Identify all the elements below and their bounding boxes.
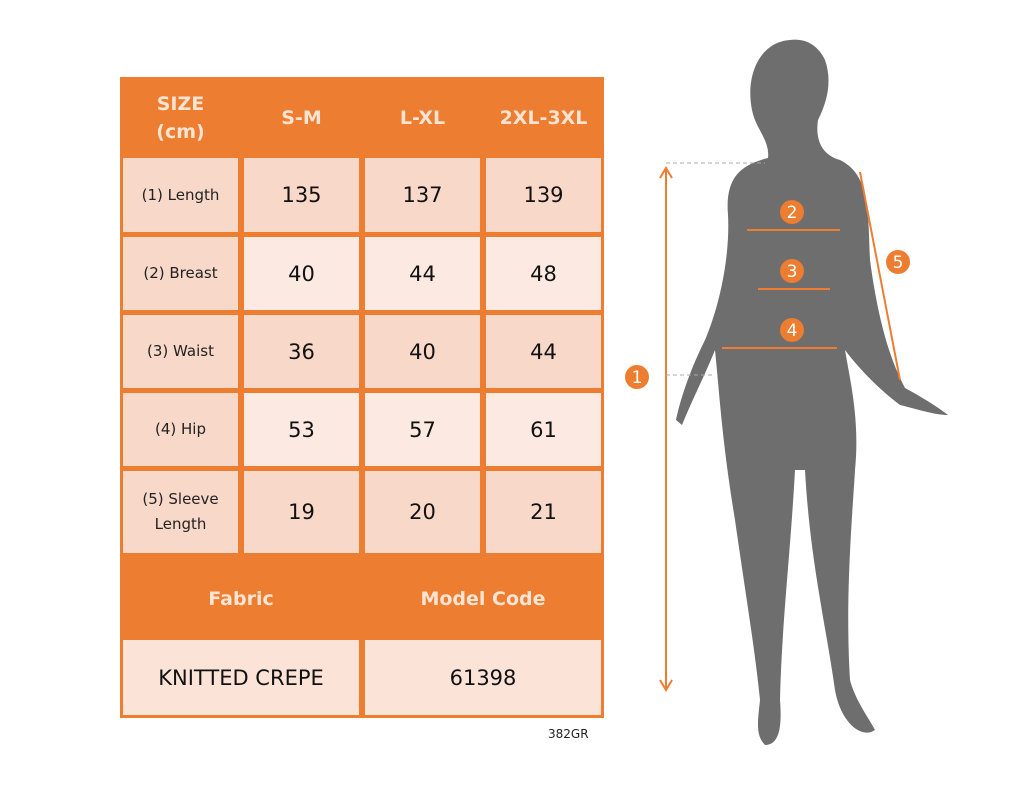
row-value: 139 [486,158,601,232]
row-value: 36 [244,315,359,388]
row-value: 137 [365,158,480,232]
row-label: (1) Length [123,158,238,232]
marker-label: 3 [787,262,798,282]
row-value: 135 [244,158,359,232]
size-chart-table: SIZE (cm) S-M L-XL 2XL-3XL (1) Length 135… [120,77,604,718]
row-value: 44 [365,237,480,310]
row-value: 19 [244,471,359,553]
row-label: (3) Waist [123,315,238,388]
silhouette [676,39,948,745]
marker-label: 4 [787,321,798,341]
row-value: 61 [486,393,601,466]
row-value: 53 [244,393,359,466]
header-2xl-3xl: 2XL-3XL [499,106,588,129]
row-value: 48 [486,237,601,310]
row-value: 57 [365,393,480,466]
marker-3 [780,259,804,283]
fabric-value: KNITTED CREPE [123,640,359,715]
row-label: (4) Hip [123,393,238,466]
row-value: 20 [365,471,480,553]
header-size: SIZE (cm) [156,92,205,143]
row-value: 40 [365,315,480,388]
model-code-header: Model Code [420,588,546,610]
fabric-header: Fabric [208,588,274,610]
row-value: 40 [244,237,359,310]
marker-2 [780,200,804,224]
marker-label: 2 [787,203,798,223]
model-code-value: 61398 [365,640,601,715]
header-s-m: S-M [281,106,322,129]
sleeve-arrow [859,171,901,381]
marker-5 [886,250,910,274]
marker-1 [625,365,649,389]
marker-label: 5 [893,253,904,273]
row-value: 21 [486,471,601,553]
row-label: (2) Breast [123,237,238,310]
row-value: 44 [486,315,601,388]
marker-label: 1 [632,368,643,388]
header-l-xl: L-XL [399,106,446,129]
marker-4 [780,318,804,342]
product-code: 382GR [548,727,589,741]
row-label: (5) Sleeve Length [123,471,238,553]
